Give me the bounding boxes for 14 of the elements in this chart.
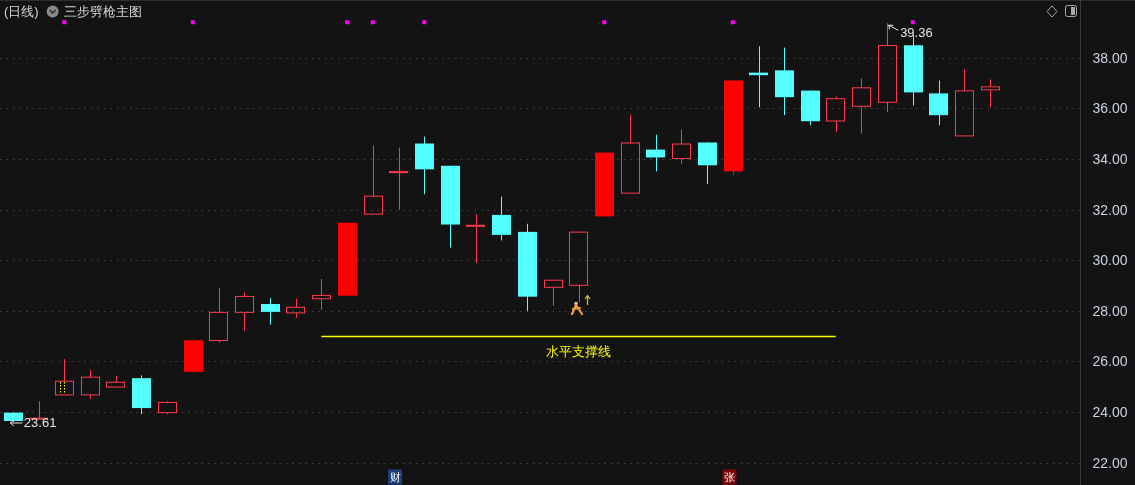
subtitle: 三步劈枪主图 bbox=[63, 4, 142, 19]
ytick-label: 34.00 bbox=[1092, 150, 1128, 167]
ytick-label: 36.00 bbox=[1092, 100, 1128, 117]
ytick-label: 28.00 bbox=[1092, 302, 1128, 319]
series-label: 水平支撑线 bbox=[546, 344, 612, 360]
ytick-label: 30.00 bbox=[1092, 252, 1128, 269]
ytick-label: 26.00 bbox=[1092, 353, 1128, 370]
ytick-label: 32.00 bbox=[1092, 201, 1128, 218]
title: (日线) bbox=[4, 4, 39, 19]
ytick-label: 24.00 bbox=[1092, 404, 1128, 421]
ytick-label: 22.00 bbox=[1092, 454, 1128, 471]
annotation: 39.36 bbox=[900, 25, 933, 41]
ytick-label: 38.00 bbox=[1092, 49, 1128, 66]
annotation: 23.61 bbox=[23, 415, 57, 430]
